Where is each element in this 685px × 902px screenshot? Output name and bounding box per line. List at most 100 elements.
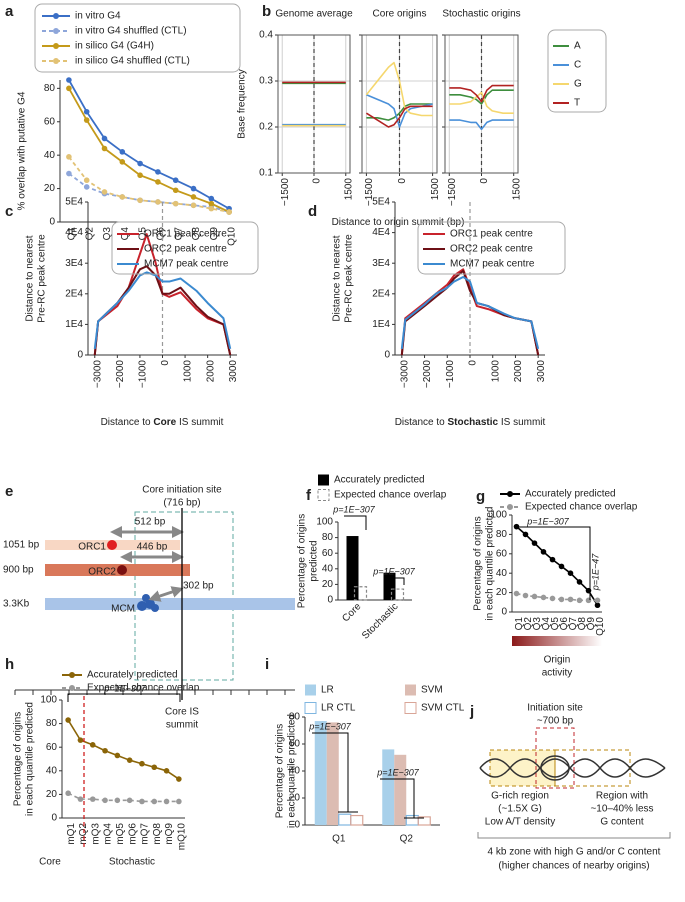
y-tick-label: 80 bbox=[322, 532, 334, 543]
point bbox=[89, 742, 96, 748]
point bbox=[172, 200, 179, 207]
point bbox=[163, 798, 170, 805]
point bbox=[155, 179, 161, 185]
label: 512 bp bbox=[135, 517, 166, 528]
y-tick-label: 4E4 bbox=[65, 227, 83, 238]
x-tick-label: 0 bbox=[479, 178, 490, 184]
point bbox=[522, 531, 529, 538]
x-tick-label: 0 bbox=[397, 178, 408, 184]
x-tick-label: 1000 bbox=[490, 360, 501, 383]
y-tick-label: 80 bbox=[496, 529, 508, 540]
annotation: p=1E−307 bbox=[103, 683, 147, 693]
panel-letter: e bbox=[5, 483, 13, 500]
point bbox=[172, 187, 179, 194]
series-line bbox=[400, 275, 540, 350]
label: ORC1 bbox=[78, 542, 106, 553]
series-line bbox=[67, 719, 180, 780]
label: ~10–40% less bbox=[590, 804, 653, 815]
bar bbox=[350, 814, 364, 826]
diagram-subtitle: (716 bp) bbox=[163, 498, 200, 509]
point bbox=[190, 194, 197, 200]
x-tick-label: −1500 bbox=[280, 178, 291, 207]
label: Initiation site bbox=[527, 703, 583, 714]
point bbox=[101, 145, 108, 152]
bracket bbox=[517, 526, 591, 600]
x-tick-label: mQ2 bbox=[78, 823, 89, 845]
y-tick-label: 0.3 bbox=[259, 76, 273, 87]
x-tick-label: −2000 bbox=[115, 360, 126, 389]
label: MCM bbox=[111, 604, 135, 615]
y-tick-label: 0 bbox=[49, 217, 55, 228]
label: (~1.5X G) bbox=[498, 804, 542, 815]
legend-label: in vitro G4 bbox=[75, 11, 121, 22]
bracket bbox=[380, 778, 424, 819]
legend-label: Expected chance overlap bbox=[525, 502, 638, 513]
panel-letter: b bbox=[262, 3, 271, 20]
point bbox=[549, 595, 556, 602]
x-tick-label: 0 bbox=[312, 178, 323, 184]
series-line bbox=[449, 119, 514, 131]
point bbox=[139, 798, 145, 805]
panel-letter: j bbox=[469, 703, 474, 720]
x-tick-label: −1000 bbox=[445, 360, 456, 389]
region-box bbox=[554, 749, 631, 787]
y-tick-label: 40 bbox=[44, 150, 56, 161]
y-tick-label: 0.2 bbox=[259, 122, 273, 133]
y-tick-label: 0 bbox=[51, 813, 57, 824]
y-tick-label: 60 bbox=[322, 548, 334, 559]
x-tick-label: −1000 bbox=[138, 360, 149, 389]
arrow bbox=[148, 586, 184, 602]
y-tick-label: 100 bbox=[316, 517, 333, 528]
y-axis-label: in each quantile predicted bbox=[25, 702, 36, 816]
label: summit bbox=[166, 720, 198, 731]
label: Region with bbox=[596, 791, 648, 802]
x-tick-label: mQ6 bbox=[127, 823, 138, 845]
legend-label: in vitro G4 shuffled (CTL) bbox=[75, 26, 187, 37]
legend-label: LR CTL bbox=[321, 703, 356, 714]
y-tick-label: 5E4 bbox=[372, 197, 390, 208]
legend-label: Accurately predicted bbox=[525, 489, 616, 500]
y-axis-label: Percentage of origins bbox=[297, 514, 308, 609]
x-axis-label-part: Distance to origin summit (bp) bbox=[332, 217, 465, 228]
legend-swatch bbox=[305, 684, 316, 696]
point bbox=[531, 593, 538, 600]
label: Core IS bbox=[165, 707, 199, 718]
x-tick-label: Q1 bbox=[332, 834, 346, 845]
bracket bbox=[477, 832, 671, 839]
legend-label: ORC2 peak centre bbox=[450, 244, 533, 255]
y-axis-label: Percentage of origins bbox=[13, 712, 24, 807]
point bbox=[594, 602, 601, 609]
x-tick-label: −2000 bbox=[422, 360, 433, 389]
point bbox=[151, 764, 158, 771]
x-tick-label: Core bbox=[340, 601, 363, 624]
x-tick-label: Q10 bbox=[227, 227, 238, 246]
core-box bbox=[134, 511, 234, 681]
x-tick-label: Q7 bbox=[173, 227, 184, 241]
y-tick-label: 0.4 bbox=[259, 30, 273, 41]
x-tick-label: mQ10 bbox=[176, 823, 187, 851]
activity-gradient bbox=[512, 636, 602, 646]
series-line bbox=[515, 526, 599, 606]
point bbox=[137, 160, 143, 167]
point bbox=[119, 149, 126, 155]
point bbox=[66, 85, 72, 92]
y-tick-label: 40 bbox=[289, 766, 301, 777]
x-tick-label: 3000 bbox=[228, 360, 239, 383]
x-axis-label: Distance to Stochastic IS summit bbox=[395, 417, 546, 428]
label: 302 bp bbox=[183, 581, 214, 592]
legend-box bbox=[417, 221, 566, 275]
legend-label: SVM bbox=[421, 685, 443, 696]
y-tick-label: 60 bbox=[46, 742, 58, 753]
series-line bbox=[366, 103, 433, 121]
legend-swatch bbox=[317, 489, 330, 501]
x-tick-label: Q6 bbox=[156, 227, 167, 241]
label: 3.3Kb bbox=[3, 599, 30, 610]
legend-label: in silico G4 shuffled (CTL) bbox=[75, 56, 190, 67]
point bbox=[126, 797, 133, 804]
legend-box bbox=[111, 221, 259, 275]
x-axis-label-part: Distance to bbox=[395, 417, 448, 428]
x-tick-label: 1000 bbox=[183, 360, 194, 383]
y-tick-label: 4E4 bbox=[372, 227, 390, 238]
legend-label: in silico G4 (G4H) bbox=[75, 41, 154, 52]
y-tick-label: 0 bbox=[77, 350, 83, 361]
